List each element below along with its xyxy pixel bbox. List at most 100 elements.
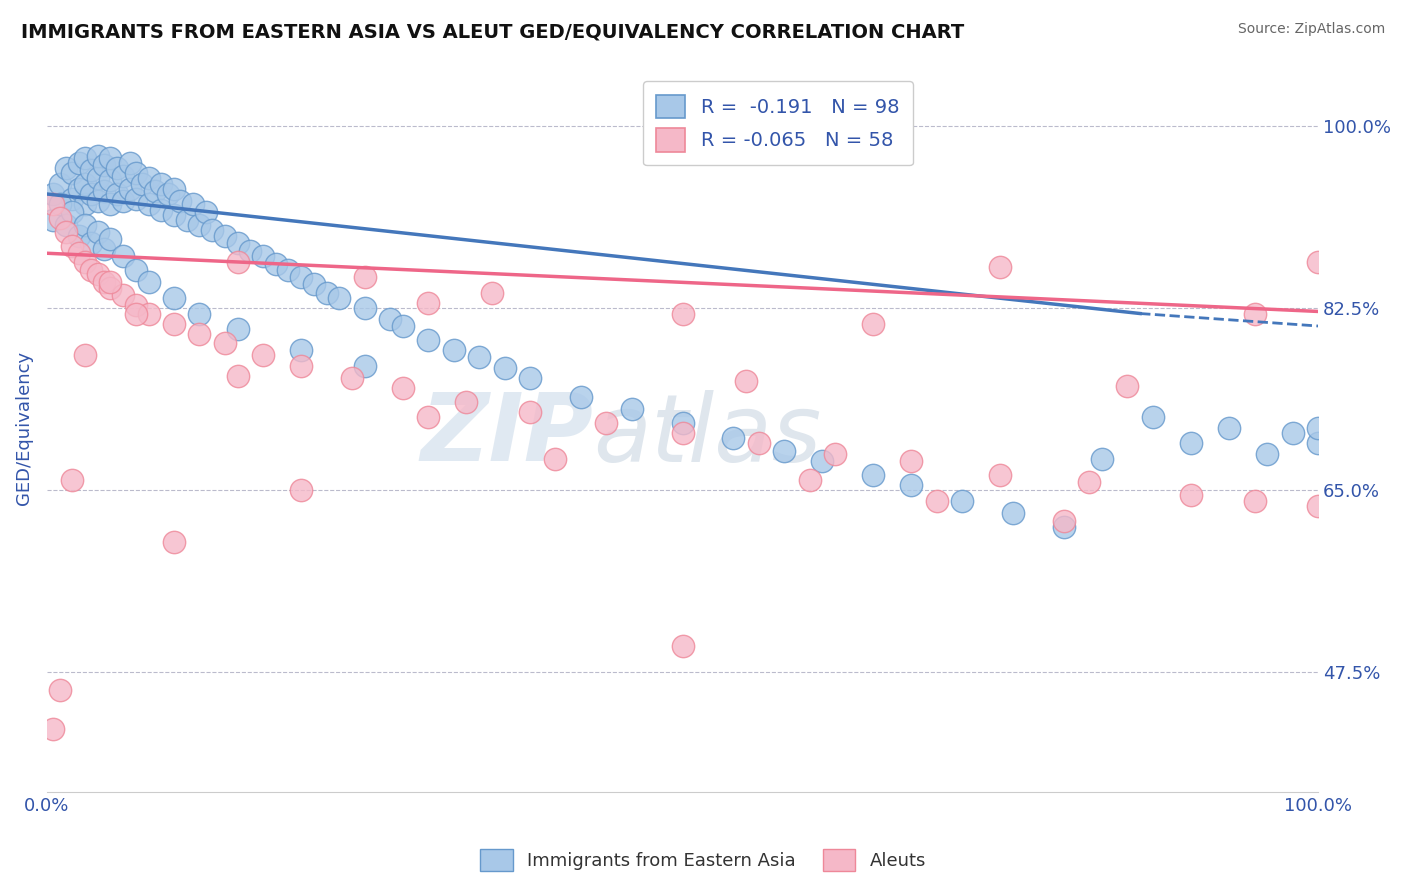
Point	[73, 254, 96, 268]
Point	[773, 443, 796, 458]
Point	[112, 249, 135, 263]
Point	[1308, 436, 1330, 450]
Point	[1002, 506, 1025, 520]
Point	[125, 166, 148, 180]
Point	[93, 242, 115, 256]
Point	[188, 327, 211, 342]
Point	[105, 161, 128, 175]
Point	[138, 276, 160, 290]
Point	[125, 306, 148, 320]
Point	[112, 288, 135, 302]
Point	[418, 410, 440, 425]
Point	[93, 158, 115, 172]
Point	[671, 306, 693, 320]
Point	[226, 322, 249, 336]
Point	[169, 194, 191, 209]
Point	[138, 306, 160, 320]
Point	[100, 173, 122, 187]
Text: atlas: atlas	[593, 390, 821, 481]
Point	[112, 169, 135, 184]
Point	[811, 454, 834, 468]
Point	[150, 177, 173, 191]
Point	[1308, 499, 1330, 513]
Point	[468, 350, 491, 364]
Point	[1281, 426, 1303, 441]
Point	[42, 723, 65, 737]
Point	[67, 182, 90, 196]
Point	[671, 416, 693, 430]
Point	[80, 163, 103, 178]
Legend: R =  -0.191   N = 98, R = -0.065   N = 58: R = -0.191 N = 98, R = -0.065 N = 58	[643, 81, 912, 165]
Point	[48, 682, 70, 697]
Point	[290, 483, 312, 498]
Point	[60, 192, 83, 206]
Point	[176, 213, 198, 227]
Point	[125, 263, 148, 277]
Point	[93, 184, 115, 198]
Point	[418, 333, 440, 347]
Point	[735, 374, 758, 388]
Point	[73, 177, 96, 191]
Point	[353, 359, 375, 373]
Point	[42, 186, 65, 201]
Point	[378, 311, 401, 326]
Point	[60, 204, 83, 219]
Point	[163, 182, 186, 196]
Point	[181, 197, 204, 211]
Point	[163, 208, 186, 222]
Point	[163, 535, 186, 549]
Point	[340, 371, 363, 385]
Point	[105, 186, 128, 201]
Point	[131, 177, 153, 191]
Point	[900, 454, 922, 468]
Point	[353, 301, 375, 316]
Point	[1078, 475, 1101, 489]
Point	[80, 186, 103, 201]
Point	[1243, 306, 1265, 320]
Point	[118, 182, 141, 196]
Point	[87, 171, 110, 186]
Point	[494, 360, 516, 375]
Point	[73, 151, 96, 165]
Point	[163, 317, 186, 331]
Point	[100, 197, 122, 211]
Point	[67, 156, 90, 170]
Point	[925, 493, 948, 508]
Point	[1308, 254, 1330, 268]
Point	[100, 151, 122, 165]
Point	[1116, 379, 1139, 393]
Point	[150, 202, 173, 217]
Point	[138, 171, 160, 186]
Point	[392, 318, 415, 333]
Point	[443, 343, 465, 357]
Point	[100, 276, 122, 290]
Point	[519, 405, 541, 419]
Point	[353, 270, 375, 285]
Point	[226, 368, 249, 383]
Point	[620, 402, 643, 417]
Point	[1218, 421, 1240, 435]
Point	[48, 197, 70, 211]
Point	[125, 192, 148, 206]
Point	[194, 204, 217, 219]
Text: Source: ZipAtlas.com: Source: ZipAtlas.com	[1237, 22, 1385, 37]
Point	[93, 276, 115, 290]
Point	[143, 184, 166, 198]
Point	[125, 298, 148, 312]
Point	[112, 194, 135, 209]
Point	[328, 291, 350, 305]
Point	[67, 228, 90, 243]
Point	[1243, 493, 1265, 508]
Y-axis label: GED/Equivalency: GED/Equivalency	[15, 351, 32, 505]
Point	[748, 436, 770, 450]
Point	[226, 235, 249, 250]
Point	[118, 156, 141, 170]
Point	[290, 359, 312, 373]
Text: ZIP: ZIP	[420, 389, 593, 481]
Point	[80, 235, 103, 250]
Point	[42, 213, 65, 227]
Point	[138, 197, 160, 211]
Point	[163, 291, 186, 305]
Point	[671, 426, 693, 441]
Point	[1256, 447, 1278, 461]
